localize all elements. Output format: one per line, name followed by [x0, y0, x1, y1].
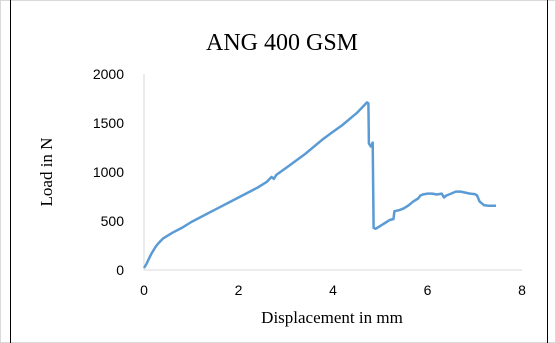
y-tick-label: 500	[101, 213, 125, 229]
y-tick-label: 2000	[93, 66, 124, 82]
x-tick-label: 4	[329, 282, 337, 298]
x-tick-label: 0	[140, 282, 148, 298]
chart-title: ANG 400 GSM	[206, 30, 358, 56]
right-page-border	[547, 0, 548, 343]
x-tick-label: 8	[518, 282, 526, 298]
x-tick-label: 2	[235, 282, 243, 298]
x-axis-label: Displacement in mm	[261, 308, 403, 327]
y-tick-label: 1000	[93, 164, 124, 180]
x-tick-label: 6	[424, 282, 432, 298]
series-line	[142, 101, 496, 269]
y-tick-label: 1500	[93, 115, 124, 131]
y-tick-label: 0	[116, 262, 124, 278]
x-tick-labels: 0 2 4 6 8	[140, 282, 526, 298]
y-tick-labels: 0 500 1000 1500 2000	[93, 66, 124, 278]
y-axis-label: Load in N	[37, 138, 56, 207]
left-page-border	[10, 0, 11, 343]
